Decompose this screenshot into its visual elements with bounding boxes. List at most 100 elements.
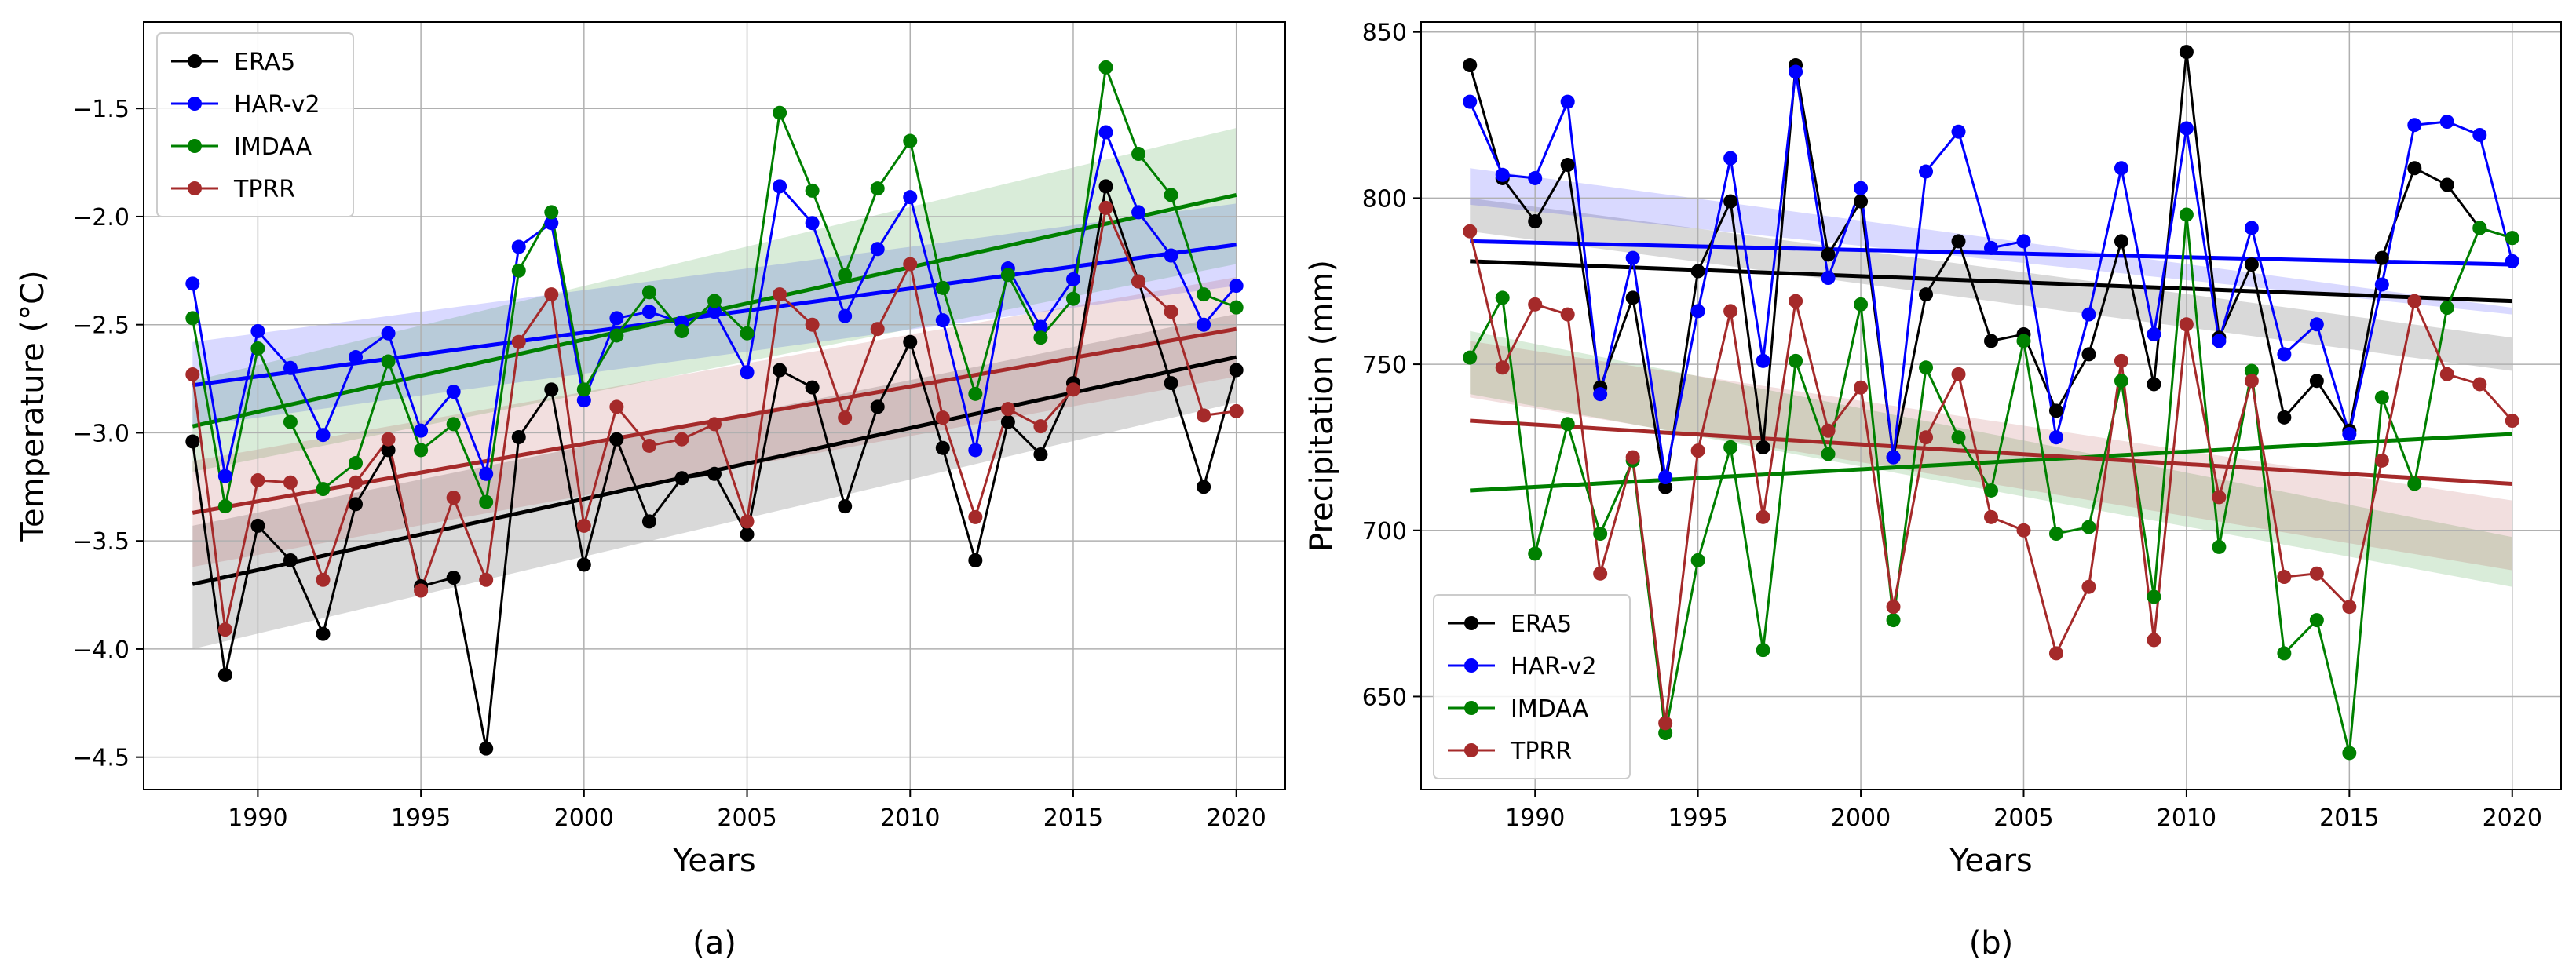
data-point-tprr [1756,509,1770,524]
data-point-har-v2 [1821,271,1836,285]
data-point-har-v2 [576,393,591,408]
data-point-tprr [773,287,787,302]
trend-line-era5 [1470,259,2512,304]
data-point-imdaa [1528,546,1543,561]
y-tick-label: 800 [1362,185,1407,213]
data-point-era5 [283,553,298,567]
legend-label-har-v2: HAR-v2 [234,91,320,119]
data-point-era5 [2374,250,2389,265]
data-point-era5 [1723,194,1738,209]
data-point-har-v2 [1229,279,1244,294]
data-point-tprr [1658,716,1673,731]
data-point-era5 [1463,58,1478,73]
data-point-har-v2 [381,326,396,341]
data-point-tprr [1625,450,1640,465]
data-point-tprr [2016,523,2031,538]
data-point-tprr [2277,570,2292,585]
data-point-har-v2 [414,423,429,438]
data-point-har-v2 [2048,430,2063,445]
data-point-era5 [707,466,722,481]
data-point-har-v2 [1560,94,1575,109]
data-point-tprr [1854,380,1869,395]
panel-a-temperature-chart: 1990 1995 2000 2005 2010 2015 2020 −4.5 −4.0 −3.5… [15,21,1286,961]
data-point-har-v2 [1886,450,1901,465]
data-point-tprr [2048,646,2063,661]
x-tick-label: 2000 [554,804,614,832]
data-point-tprr [1033,419,1048,434]
data-point-tprr [217,622,232,637]
data-point-era5 [903,334,918,349]
data-point-har-v2 [1065,272,1080,286]
data-point-imdaa [1065,291,1080,306]
data-point-har-v2 [935,313,950,328]
data-point-era5 [838,499,853,514]
legend-label-imdaa: IMDAA [234,133,312,161]
data-point-tprr [2505,414,2519,429]
data-point-era5 [641,514,656,529]
data-point-har-v2 [316,428,331,443]
legend-marker-tprr [1464,743,1478,757]
data-point-tprr [2212,490,2227,505]
data-point-tprr [1164,305,1178,319]
x-tick-label: 2005 [1993,804,2053,832]
data-point-har-v2 [805,216,820,231]
legend-label-era5: ERA5 [234,49,295,76]
data-point-har-v2 [1131,205,1146,220]
data-point-era5 [349,497,364,512]
data-point-imdaa [2472,221,2487,235]
x-tick-label: 2020 [2483,804,2542,832]
data-point-tprr [446,491,461,505]
data-point-era5 [870,399,885,414]
y-tick-label: 750 [1362,352,1407,379]
data-point-har-v2 [1593,387,1608,402]
plot-frame [143,21,1286,790]
data-point-imdaa [2505,231,2519,246]
data-point-har-v2 [1658,470,1673,485]
data-point-imdaa [250,341,265,356]
data-point-imdaa [968,386,983,401]
data-point-tprr [283,475,298,490]
data-point-tprr [414,583,429,598]
x-tick-label: 1990 [1505,804,1565,832]
data-point-imdaa [2309,613,2324,628]
data-point-har-v2 [2505,254,2519,268]
x-tick-label: 2015 [2319,804,2379,832]
data-point-imdaa [1229,300,1244,315]
x-tick-label: 2010 [2157,804,2216,832]
data-point-era5 [2114,234,2128,249]
data-point-era5 [2081,347,2096,362]
y-tick-label: −4.5 [72,745,130,772]
axis-ticks: 1990 1995 2000 2005 2010 2015 2020 650 700 750 800… [1362,20,2542,832]
data-point-tprr [2342,600,2357,615]
data-point-era5 [773,363,787,378]
data-point-era5 [1033,447,1048,461]
panel-b-precipitation-chart: 1990 1995 2000 2005 2010 2015 2020 650 700 750 800… [1304,20,2562,961]
data-point-tprr [381,432,396,447]
data-point-har-v2 [2114,161,2128,176]
x-tick-label: 1995 [1668,804,1727,832]
data-point-imdaa [838,268,853,283]
data-point-har-v2 [2407,118,2422,133]
data-point-tprr [576,518,591,533]
data-point-har-v2 [1984,240,1998,255]
data-point-har-v2 [544,216,559,231]
data-point-tprr [641,438,656,453]
x-tick-label: 2020 [1207,804,1266,832]
data-point-imdaa [1723,440,1738,454]
plot-frame [1420,21,2562,790]
data-point-har-v2 [1625,250,1640,265]
y-tick-label: −1.5 [72,96,130,123]
data-point-imdaa [185,311,200,326]
data-point-har-v2 [217,469,232,483]
data-point-tprr [1821,423,1836,438]
data-point-imdaa [2081,520,2096,534]
data-point-era5 [2309,374,2324,389]
grid-lines [1421,22,2561,790]
data-point-imdaa [2277,646,2292,661]
data-point-imdaa [1658,726,1673,741]
data-point-imdaa [2374,390,2389,405]
data-point-imdaa [1593,527,1608,541]
x-axis-label: Years [672,843,756,879]
data-point-tprr [838,410,853,425]
